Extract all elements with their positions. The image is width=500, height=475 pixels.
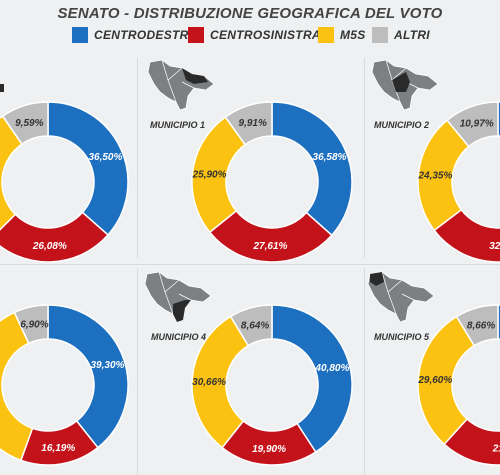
map-outline — [367, 271, 435, 323]
legend-swatch — [318, 27, 334, 43]
municipio-map-icon — [144, 271, 212, 323]
municipio-title: MUNICIPIO 1 — [150, 120, 205, 130]
donut-chart-1: 36,50% 26,08% 9,59% — [0, 101, 129, 263]
slice-centrosinistra — [208, 209, 333, 263]
data-label-m5s: 29,60% — [417, 375, 452, 386]
map-borders — [158, 271, 192, 315]
data-label-centrosinistra: 21,02 — [492, 444, 500, 455]
data-label-altri: 6,90% — [20, 319, 48, 330]
grid-divider — [0, 264, 500, 265]
slice-altri — [13, 304, 49, 345]
grid-divider — [364, 268, 365, 475]
municipio-map-icon — [147, 59, 215, 111]
slice-m5s — [0, 311, 34, 462]
slice-centrosinistra — [0, 211, 110, 263]
slice-m5s — [191, 315, 250, 449]
data-label-m5s: 24,35% — [417, 171, 452, 182]
data-label-centrodestra: 40,80% — [314, 363, 349, 374]
grid-divider — [364, 58, 365, 258]
data-label-altri: 8,66% — [467, 320, 495, 331]
legend-swatch — [72, 27, 88, 43]
donut-chart-5: 40,80% 19,90% 30,66% 8,64% MUNICIPIO 4 — [144, 271, 353, 466]
grid-divider — [137, 58, 138, 258]
data-label-m5s: 30,66% — [192, 377, 226, 388]
data-label-altri: 10,97% — [460, 119, 494, 130]
legend-item-centrosinistra: CENTROSINISTRA — [188, 27, 321, 43]
data-label-m5s: 25,90% — [192, 170, 227, 181]
data-label-centrodestra: 36,50% — [88, 152, 122, 163]
slice-centrosinistra — [433, 208, 500, 263]
grid-divider — [137, 268, 138, 475]
municipio-title: MUNICIPIO 4 — [151, 332, 206, 342]
slice-centrosinistra — [443, 417, 500, 466]
donut-chart-6: 21,02 29,60% 8,66% MUNICIPIO 5 — [367, 271, 500, 466]
chart-title: SENATO - DISTRIBUZIONE GEOGRAFICA DEL VO… — [57, 5, 443, 22]
data-label-altri: 8,64% — [241, 320, 269, 331]
municipio-title: MUNICIPIO 5 — [374, 332, 430, 342]
data-label-altri: 9,91% — [239, 118, 267, 129]
donut-chart-2: 36,58% 27,61% 25,90% 9,91% MUNICIPIO 1 — [147, 59, 353, 263]
slice-altri — [229, 304, 273, 347]
slice-centrodestra — [47, 101, 129, 236]
donut-chart-3: 32, 24,35% 10,97% MUNICIPIO 2 — [371, 59, 500, 263]
map-outline — [147, 59, 215, 111]
data-label-centrodestra: 36,58% — [313, 152, 347, 163]
legend-swatch — [372, 27, 388, 43]
map-highlight — [392, 72, 410, 92]
map-highlight — [173, 300, 191, 322]
data-label-altri: 9,59% — [15, 118, 43, 129]
data-label-centrosinistra: 26,08% — [32, 241, 67, 252]
municipio-map-icon — [371, 59, 439, 111]
slice-altri — [224, 101, 273, 146]
legend-item-m5s: M5S — [318, 27, 366, 43]
legend-label: ALTRI — [394, 28, 430, 42]
slice-centrodestra — [271, 101, 353, 237]
data-label-centrosinistra: 19,90% — [252, 444, 286, 455]
map-highlight — [370, 272, 384, 286]
map-borders — [381, 271, 415, 315]
municipio-title: MUNICIPIO 2 — [374, 120, 429, 130]
map-fragment-icon — [0, 84, 4, 92]
slice-altri — [455, 304, 499, 347]
data-label-centrosinistra: 16,19% — [41, 443, 75, 454]
legend-swatch — [188, 27, 204, 43]
legend-label: CENTRODESTRA — [94, 28, 198, 42]
map-highlight — [182, 68, 208, 84]
slice-centrodestra — [47, 304, 129, 449]
donut-chart-4: 39,30% 16,19% 6,90% — [0, 304, 129, 466]
municipio-map-icon — [367, 271, 435, 323]
legend-item-altri: ALTRI — [372, 27, 430, 43]
legend-item-centrodestra: CENTRODESTRA — [72, 27, 198, 43]
legend-label: M5S — [340, 28, 366, 42]
legend: CENTRODESTRA CENTROSINISTRA M5S ALTRI — [0, 25, 500, 47]
map-borders — [385, 59, 419, 103]
map-borders — [161, 59, 195, 103]
slice-altri — [446, 101, 499, 148]
data-label-centrodestra: 39,30% — [91, 360, 125, 371]
data-label-centrosinistra: 27,61% — [253, 241, 288, 252]
legend-label: CENTROSINISTRA — [210, 28, 321, 42]
data-label-centrosinistra: 32, — [489, 241, 500, 252]
slice-centrodestra — [271, 304, 353, 454]
slice-altri — [1, 101, 49, 146]
